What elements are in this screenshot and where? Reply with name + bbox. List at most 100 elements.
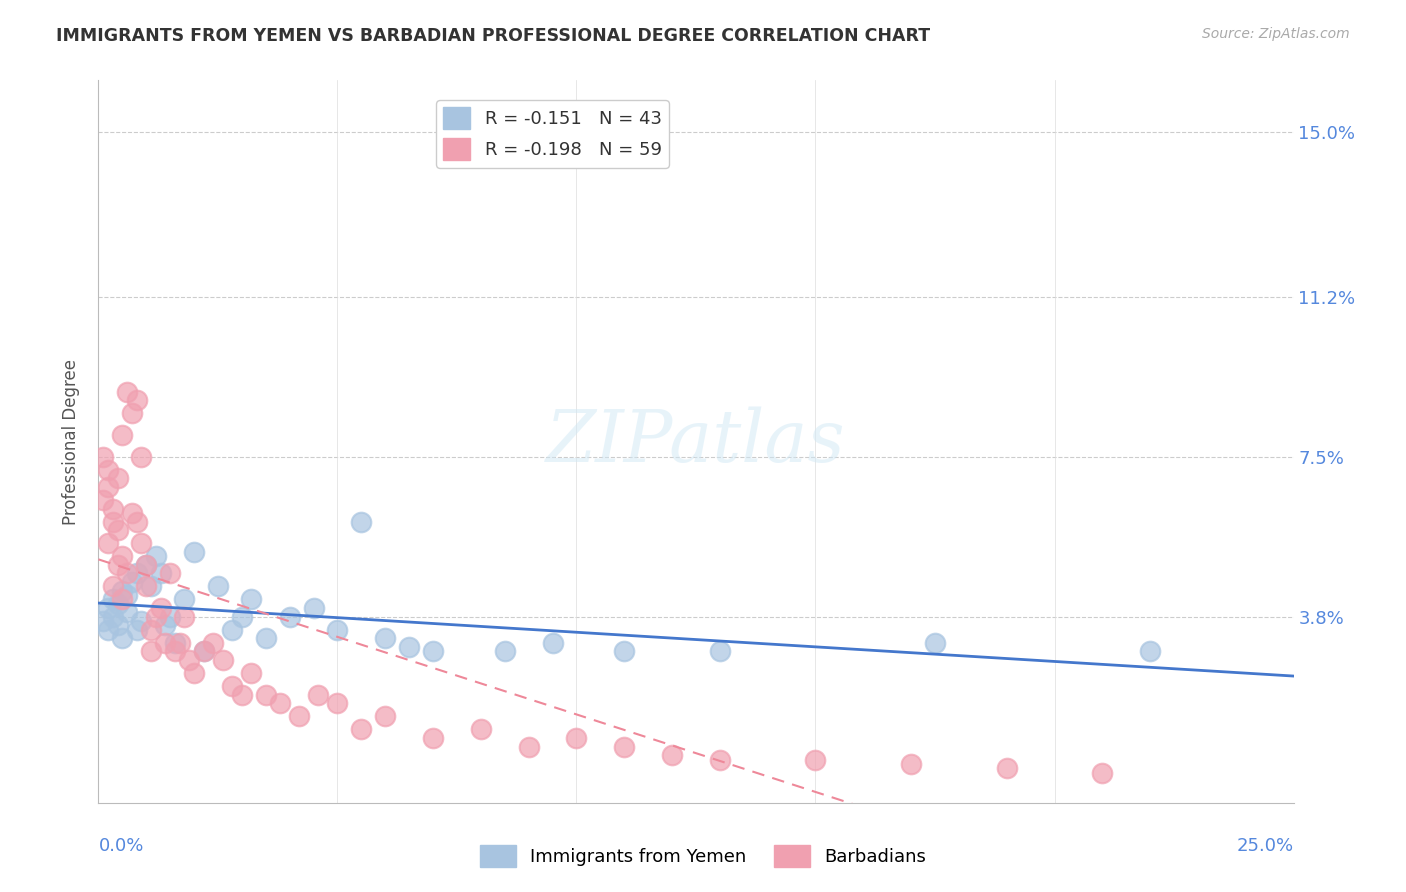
Point xyxy=(131,450,153,464)
Point xyxy=(661,748,683,763)
Point xyxy=(1091,765,1114,780)
Point xyxy=(107,618,129,632)
Point xyxy=(709,752,731,766)
Point xyxy=(517,739,540,754)
Point xyxy=(107,523,129,537)
Point xyxy=(101,501,124,516)
Point xyxy=(101,592,124,607)
Point xyxy=(107,558,129,572)
Point xyxy=(115,384,138,399)
Point xyxy=(374,632,396,646)
Point xyxy=(995,761,1018,775)
Point xyxy=(91,492,114,507)
Point xyxy=(97,463,120,477)
Point xyxy=(470,723,492,737)
Point xyxy=(350,515,373,529)
Point xyxy=(155,636,177,650)
Point xyxy=(326,696,349,710)
Point xyxy=(202,636,225,650)
Text: 25.0%: 25.0% xyxy=(1236,838,1294,855)
Point xyxy=(240,592,263,607)
Y-axis label: Professional Degree: Professional Degree xyxy=(62,359,80,524)
Point xyxy=(131,536,153,550)
Point xyxy=(804,752,827,766)
Point xyxy=(155,618,177,632)
Point xyxy=(125,515,148,529)
Point xyxy=(269,696,291,710)
Legend: R = -0.151   N = 43, R = -0.198   N = 59: R = -0.151 N = 43, R = -0.198 N = 59 xyxy=(436,100,669,168)
Point xyxy=(125,393,148,408)
Point xyxy=(163,644,186,658)
Point xyxy=(193,644,215,658)
Point xyxy=(350,723,373,737)
Point xyxy=(169,636,191,650)
Point xyxy=(193,644,215,658)
Point xyxy=(145,549,167,564)
Point xyxy=(149,566,172,581)
Point xyxy=(101,579,124,593)
Point xyxy=(211,653,233,667)
Point xyxy=(139,623,162,637)
Point xyxy=(111,428,134,442)
Point xyxy=(422,731,444,745)
Point xyxy=(97,623,120,637)
Point xyxy=(613,644,636,658)
Point xyxy=(97,480,120,494)
Point xyxy=(135,579,157,593)
Point xyxy=(221,679,243,693)
Point xyxy=(115,606,138,620)
Point xyxy=(231,688,253,702)
Point xyxy=(1139,644,1161,658)
Point xyxy=(135,558,157,572)
Point xyxy=(97,601,120,615)
Point xyxy=(101,609,124,624)
Point xyxy=(179,653,201,667)
Point xyxy=(125,623,148,637)
Point xyxy=(125,566,148,581)
Point xyxy=(131,614,153,628)
Point xyxy=(900,756,922,771)
Point xyxy=(121,575,143,590)
Point xyxy=(107,471,129,485)
Point xyxy=(139,644,162,658)
Point xyxy=(231,609,253,624)
Point xyxy=(173,592,195,607)
Point xyxy=(565,731,588,745)
Point xyxy=(307,688,329,702)
Point xyxy=(924,636,946,650)
Point xyxy=(173,609,195,624)
Point xyxy=(302,601,325,615)
Point xyxy=(101,515,124,529)
Point xyxy=(91,614,114,628)
Point xyxy=(207,579,229,593)
Point xyxy=(145,609,167,624)
Point xyxy=(139,579,162,593)
Text: 0.0%: 0.0% xyxy=(98,838,143,855)
Point xyxy=(541,636,564,650)
Text: Source: ZipAtlas.com: Source: ZipAtlas.com xyxy=(1202,27,1350,41)
Point xyxy=(494,644,516,658)
Point xyxy=(709,644,731,658)
Point xyxy=(221,623,243,637)
Point xyxy=(613,739,636,754)
Point xyxy=(111,583,134,598)
Point xyxy=(422,644,444,658)
Point xyxy=(159,566,181,581)
Point xyxy=(97,536,120,550)
Point xyxy=(183,665,205,680)
Point xyxy=(115,566,138,581)
Point xyxy=(135,558,157,572)
Point xyxy=(159,609,181,624)
Point xyxy=(374,709,396,723)
Point xyxy=(278,609,301,624)
Point xyxy=(149,601,172,615)
Point xyxy=(183,545,205,559)
Point xyxy=(111,549,134,564)
Point xyxy=(121,406,143,420)
Point xyxy=(91,450,114,464)
Point xyxy=(111,592,134,607)
Point xyxy=(163,636,186,650)
Point xyxy=(288,709,311,723)
Text: IMMIGRANTS FROM YEMEN VS BARBADIAN PROFESSIONAL DEGREE CORRELATION CHART: IMMIGRANTS FROM YEMEN VS BARBADIAN PROFE… xyxy=(56,27,931,45)
Point xyxy=(254,688,277,702)
